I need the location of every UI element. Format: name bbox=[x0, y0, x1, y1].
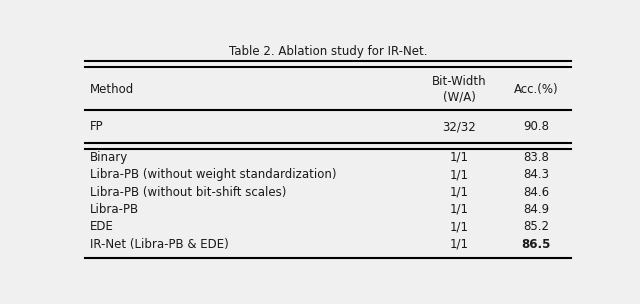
Text: 90.8: 90.8 bbox=[524, 120, 549, 133]
Text: FP: FP bbox=[90, 120, 104, 133]
Text: 84.6: 84.6 bbox=[524, 186, 549, 199]
Text: 84.9: 84.9 bbox=[524, 203, 549, 216]
Text: 85.2: 85.2 bbox=[524, 220, 549, 233]
Text: 1/1: 1/1 bbox=[450, 238, 469, 250]
Text: 1/1: 1/1 bbox=[450, 186, 469, 199]
Text: 1/1: 1/1 bbox=[450, 220, 469, 233]
Text: Table 2. Ablation study for IR-Net.: Table 2. Ablation study for IR-Net. bbox=[228, 45, 428, 58]
Text: 86.5: 86.5 bbox=[522, 238, 551, 250]
Text: Libra-PB (without bit-shift scales): Libra-PB (without bit-shift scales) bbox=[90, 186, 286, 199]
Text: Binary: Binary bbox=[90, 151, 128, 164]
Text: IR-Net (Libra-PB & EDE): IR-Net (Libra-PB & EDE) bbox=[90, 238, 228, 250]
Text: Libra-PB: Libra-PB bbox=[90, 203, 139, 216]
Text: Libra-PB (without weight standardization): Libra-PB (without weight standardization… bbox=[90, 168, 337, 181]
Text: Method: Method bbox=[90, 83, 134, 96]
Text: 1/1: 1/1 bbox=[450, 203, 469, 216]
Text: Bit-Width
(W/A): Bit-Width (W/A) bbox=[432, 75, 487, 103]
Text: 1/1: 1/1 bbox=[450, 151, 469, 164]
Text: 32/32: 32/32 bbox=[443, 120, 476, 133]
Text: Acc.(%): Acc.(%) bbox=[514, 83, 559, 96]
Text: 1/1: 1/1 bbox=[450, 168, 469, 181]
Text: 84.3: 84.3 bbox=[524, 168, 549, 181]
Text: 83.8: 83.8 bbox=[524, 151, 549, 164]
Text: EDE: EDE bbox=[90, 220, 114, 233]
